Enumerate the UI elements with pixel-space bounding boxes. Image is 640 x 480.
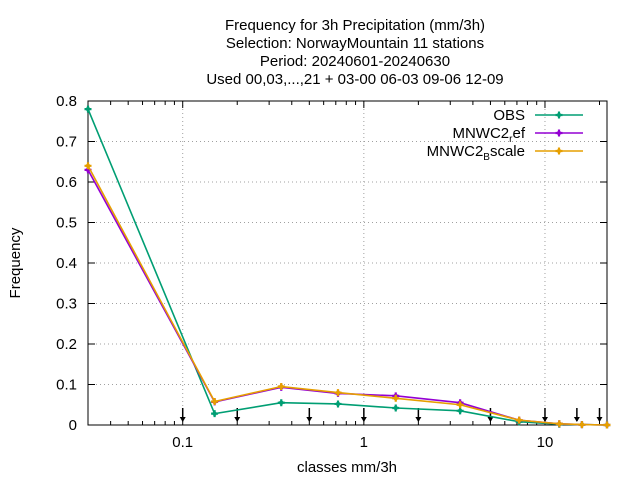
series-2 [84,162,611,429]
series-0 [84,105,611,429]
grid [88,101,607,425]
class-boundary-markers [179,408,603,422]
data-point-dot [457,408,463,414]
class-boundary-arrow [360,408,367,422]
y-tick-label: 0.7 [56,134,77,151]
axes [87,100,608,426]
data-point-dot [393,405,398,411]
legend-label: MNWC2ref [452,125,525,145]
chart-title-line-2: Selection: NorwayMountain 11 stations [226,35,484,52]
data-point-dot [457,402,463,407]
ticks: 0 0.1 0.2 0.3 0.4 0.5 0.6 0.7 0.8 0.1 1 10 [56,93,607,451]
data-point-dot [557,421,562,426]
chart-title-line-3: Period: 20240601-20240630 [260,53,450,70]
series-1 [84,166,611,429]
x-tick-label: 10 [537,434,554,451]
data-point-dot [335,401,341,407]
data-point-dot [279,400,284,405]
series-line [87,108,608,426]
data-point-dot [212,399,217,404]
class-boundary-arrow [541,408,548,422]
x-tick-label: 1 [360,434,368,451]
class-boundary-arrow [179,408,186,422]
x-tick-label: 0.1 [172,434,193,451]
y-tick-label: 0 [69,417,77,434]
data-point-dot [212,411,217,416]
y-tick-label: 0.3 [56,296,77,313]
data-series [84,105,611,429]
data-point-dot [85,163,91,168]
legend-sample-dot [556,112,562,118]
data-point-dot [516,417,522,423]
x-axis-label: classes mm/3h [297,459,397,476]
legend-entry: MNWC2Bscale [427,143,583,163]
series-line [87,165,608,426]
data-point-dot [279,384,284,389]
legend-label: MNWC2Bscale [427,143,525,163]
plot-frame [87,100,608,426]
legend-label: OBS [493,107,525,124]
legend-sample-dot [556,148,562,154]
y-tick-label: 0.6 [56,174,77,191]
chart-title: Frequency for 3h Precipitation (mm/3h) S… [206,17,503,88]
class-boundary-arrow [596,408,603,422]
class-boundary-arrow [306,408,313,422]
y-axis-label: Frequency [7,227,24,298]
y-tick-label: 0.4 [56,255,77,272]
legend-sample-dot [556,130,562,136]
data-point-dot [85,106,91,112]
class-boundary-arrow [415,408,422,422]
y-tick-label: 0.1 [56,377,77,394]
y-tick-label: 0.8 [56,93,77,110]
chart-title-line-1: Frequency for 3h Precipitation (mm/3h) [225,17,485,34]
y-tick-label: 0.5 [56,215,77,232]
legend-entry: MNWC2ref [452,125,583,145]
y-tick-label: 0.2 [56,336,77,353]
legend-entry: OBS [493,107,583,124]
class-boundary-arrow [573,408,580,422]
data-point-dot [335,390,341,395]
chart-title-line-4: Used 00,03,...,21 + 03-00 06-03 09-06 12… [206,71,503,88]
data-point-dot [604,422,610,428]
class-boundary-arrow [487,408,494,422]
data-point-dot [393,396,398,401]
data-point-dot [579,422,585,427]
